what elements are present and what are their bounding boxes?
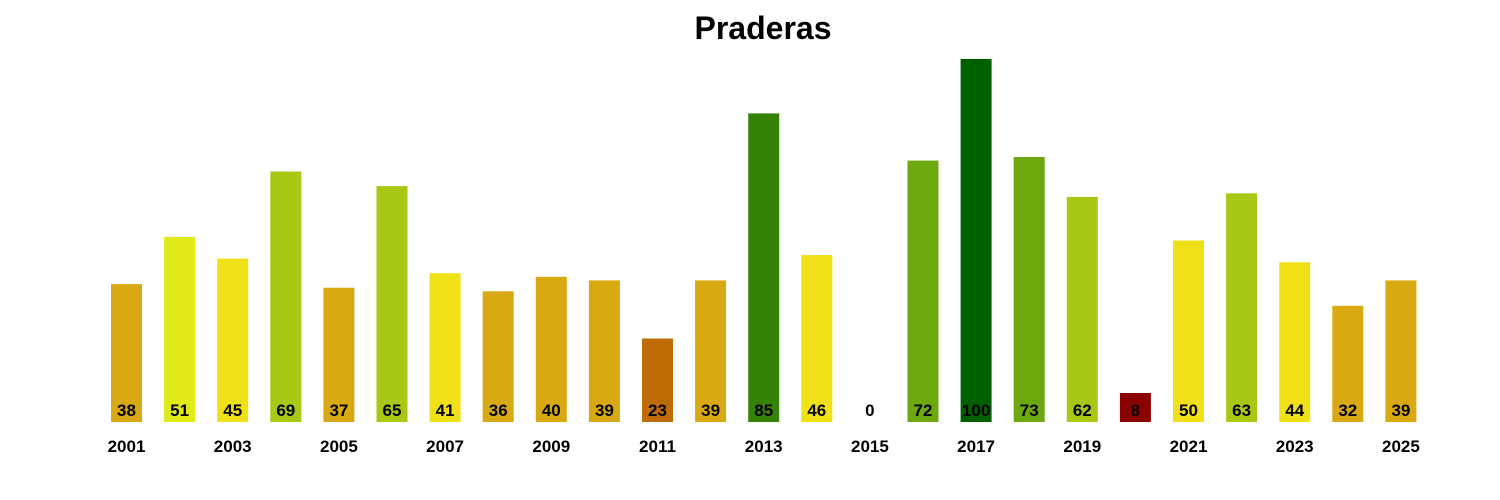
value-label-2011: 23 [648,401,667,420]
x-tick-2009: 2009 [532,437,570,456]
bar-2007 [429,273,461,422]
value-label-2002: 51 [170,401,189,420]
x-tick-2023: 2023 [1276,437,1314,456]
bar-2001 [111,284,142,422]
value-label-2007: 41 [436,401,455,420]
value-label-2014: 46 [807,401,826,420]
value-label-2008: 36 [489,401,508,420]
bar-2009 [535,276,567,422]
bar-2012 [695,280,727,422]
bar-2006 [376,186,408,422]
x-tick-2015: 2015 [851,437,889,456]
x-axis-ticks: 2001 2003 2005 2007 2009 2011 2013 2015 2017 2019… [108,437,1420,456]
x-tick-2007: 2007 [426,437,464,456]
x-tick-2001: 2001 [108,437,146,456]
bar-2013 [748,113,780,423]
value-label-2013: 85 [754,401,773,420]
value-label-2022: 63 [1232,401,1251,420]
bar-2008 [482,291,514,422]
value-label-2025: 39 [1391,401,1410,420]
bar-2020 [1119,393,1151,422]
value-label-2019: 62 [1073,401,1092,420]
x-tick-2017: 2017 [957,437,995,456]
value-label-2020: 8 [1131,401,1140,420]
chart-title: Praderas [694,10,832,46]
value-label-2017: 100 [962,401,990,420]
bar-2018 [1013,157,1045,422]
bar-2004 [270,171,302,422]
value-labels-group: 38 51 45 69 37 65 41 36 40 39 23 39 85 46 0 72 100 73 62 8 5… [117,401,1410,420]
x-tick-2025: 2025 [1382,437,1420,456]
bar-2011 [642,338,673,422]
bar-2017 [960,59,992,422]
bar-2003 [217,258,249,422]
value-label-2001: 38 [117,401,136,420]
value-label-2015: 0 [865,401,874,420]
value-label-2005: 37 [329,401,348,420]
bar-2014 [801,255,833,422]
bar-2021 [1173,240,1204,422]
bar-2016 [907,160,939,422]
x-tick-2021: 2021 [1170,437,1208,456]
x-tick-2005: 2005 [320,437,358,456]
value-label-2023: 44 [1285,401,1304,420]
x-tick-2013: 2013 [745,437,783,456]
bar-2005 [323,287,355,422]
x-tick-2019: 2019 [1063,437,1101,456]
value-label-2016: 72 [914,401,933,420]
value-label-2010: 39 [595,401,614,420]
bar-2019 [1066,196,1098,422]
value-label-2018: 73 [1020,401,1039,420]
value-label-2003: 45 [223,401,242,420]
value-label-2012: 39 [701,401,720,420]
value-label-2009: 40 [542,401,561,420]
x-tick-2003: 2003 [214,437,252,456]
bar-2025 [1385,280,1417,422]
x-tick-2011: 2011 [639,437,676,456]
value-label-2024: 32 [1338,401,1357,420]
bar-2023 [1279,262,1311,422]
bar-2022 [1226,193,1258,422]
value-label-2004: 69 [276,401,295,420]
bars-group [111,59,1417,423]
bar-2002 [164,236,196,422]
bar-2010 [588,280,620,422]
bar-2024 [1332,305,1364,422]
value-label-2021: 50 [1179,401,1198,420]
value-label-2006: 65 [383,401,402,420]
